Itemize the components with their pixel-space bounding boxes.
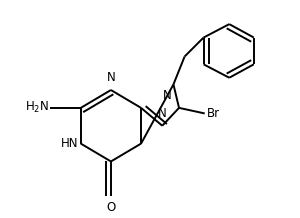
Text: Br: Br [207, 107, 220, 120]
Text: HN: HN [61, 137, 79, 150]
Text: N: N [158, 107, 167, 120]
Text: O: O [106, 201, 116, 214]
Text: H$_2$N: H$_2$N [26, 100, 50, 115]
Text: N: N [106, 72, 115, 84]
Text: N: N [163, 89, 171, 102]
